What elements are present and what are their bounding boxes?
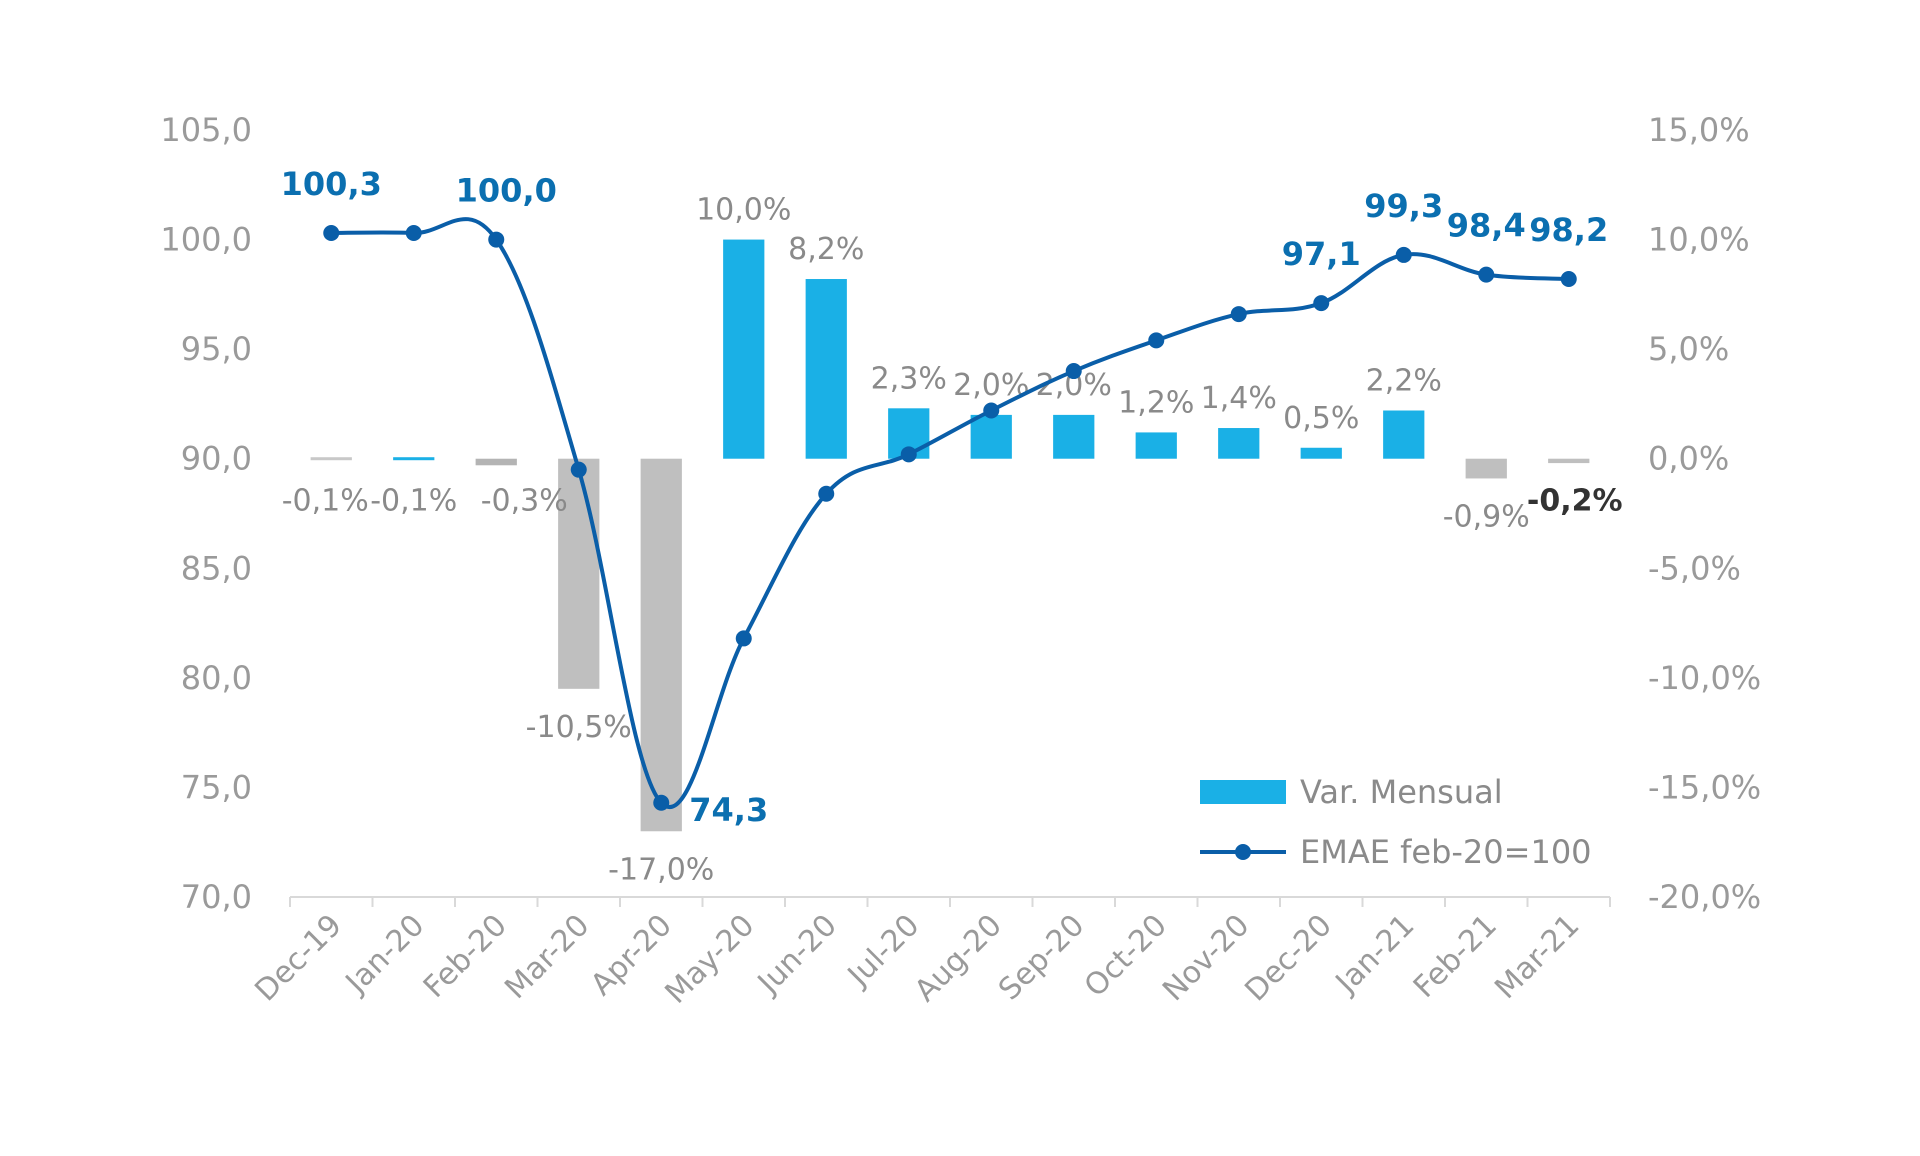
line-data-label: 98,4 bbox=[1447, 207, 1526, 245]
legend-swatch-marker bbox=[1235, 844, 1251, 860]
y-left-tick-label: 75,0 bbox=[181, 768, 252, 806]
bar-data-label: 2,3% bbox=[871, 361, 947, 396]
x-tick-label: Feb-21 bbox=[1407, 908, 1504, 1005]
line-point bbox=[900, 446, 917, 463]
x-tick-label: May-20 bbox=[659, 908, 762, 1011]
bar bbox=[310, 457, 352, 461]
y-right-tick-label: 5,0% bbox=[1648, 330, 1729, 368]
y-left-tick-label: 70,0 bbox=[181, 878, 252, 916]
x-tick-label: Aug-20 bbox=[908, 908, 1009, 1009]
bar-data-label: -0,2% bbox=[1527, 484, 1623, 519]
x-tick-label: Mar-21 bbox=[1488, 908, 1586, 1006]
line-series-emae bbox=[331, 217, 1569, 809]
y-right-tick-label: -20,0% bbox=[1648, 878, 1761, 916]
bar bbox=[1135, 432, 1177, 459]
line-point bbox=[570, 461, 587, 478]
line-point bbox=[1230, 306, 1247, 323]
bar bbox=[640, 458, 682, 832]
y-left-tick-label: 105,0 bbox=[160, 111, 252, 149]
line-point bbox=[1395, 246, 1412, 263]
bar-data-label: 0,5% bbox=[1283, 401, 1359, 436]
bar-data-label: 2,2% bbox=[1366, 364, 1442, 399]
bar bbox=[558, 458, 600, 689]
line-point bbox=[488, 231, 505, 248]
y-left-tick-label: 85,0 bbox=[181, 549, 252, 587]
line-point bbox=[653, 794, 670, 811]
line-point bbox=[735, 630, 752, 647]
bar-data-label: -0,3% bbox=[481, 484, 568, 519]
bar-data-label: 1,2% bbox=[1118, 385, 1194, 420]
y-left-tick-label: 80,0 bbox=[181, 659, 252, 697]
line-point bbox=[1313, 295, 1330, 312]
line-data-label: 97,1 bbox=[1282, 235, 1361, 273]
bar bbox=[723, 239, 765, 459]
y-left-tick-label: 100,0 bbox=[160, 221, 252, 259]
line-point bbox=[1148, 332, 1165, 349]
y-right-tick-label: 0,0% bbox=[1648, 440, 1729, 478]
x-tick-label: Dec-19 bbox=[248, 908, 348, 1008]
line-data-label: 100,0 bbox=[456, 172, 557, 210]
y-right-tick-label: -15,0% bbox=[1648, 768, 1761, 806]
x-tick-label: Jan-21 bbox=[1328, 908, 1422, 1002]
line-point bbox=[818, 485, 835, 502]
x-tick-label: Jun-20 bbox=[750, 908, 844, 1002]
bar-data-label: 8,2% bbox=[788, 232, 864, 267]
x-tick-label: Nov-20 bbox=[1156, 908, 1256, 1008]
bar-data-label: -10,5% bbox=[526, 710, 632, 745]
x-tick-label: Dec-20 bbox=[1238, 908, 1338, 1008]
y-right-tick-label: -10,0% bbox=[1648, 659, 1761, 697]
line-point bbox=[1065, 363, 1082, 380]
line-point bbox=[323, 224, 340, 241]
bar bbox=[970, 414, 1012, 459]
line-data-label: 74,3 bbox=[689, 791, 768, 829]
line-data-label: 99,3 bbox=[1364, 187, 1443, 225]
x-tick-label: Sep-20 bbox=[992, 908, 1091, 1007]
x-tick-label: Jan-20 bbox=[338, 908, 432, 1002]
bar-data-label: 1,4% bbox=[1201, 381, 1277, 416]
legend-swatch-bar bbox=[1200, 780, 1286, 804]
line-point bbox=[1478, 266, 1495, 283]
bar bbox=[805, 279, 847, 459]
y-right-tick-label: -5,0% bbox=[1648, 549, 1741, 587]
bar bbox=[1300, 447, 1342, 459]
bar-data-label: 10,0% bbox=[696, 193, 791, 228]
bar bbox=[1218, 428, 1260, 459]
line-point bbox=[983, 402, 1000, 419]
x-tick-label: Mar-20 bbox=[498, 908, 596, 1006]
bar-data-label: -0,9% bbox=[1443, 500, 1530, 535]
bar-data-label: -0,1% bbox=[282, 484, 369, 519]
bar-data-label: -0,1% bbox=[370, 484, 457, 519]
legend-label-bar: Var. Mensual bbox=[1300, 773, 1503, 811]
legend-label-line: EMAE feb-20=100 bbox=[1300, 833, 1592, 871]
line-point bbox=[405, 224, 422, 241]
bar bbox=[1465, 458, 1507, 479]
y-right-tick-label: 15,0% bbox=[1648, 111, 1750, 149]
y-left-tick-label: 95,0 bbox=[181, 330, 252, 368]
bar bbox=[393, 457, 435, 461]
line-data-label: 100,3 bbox=[281, 165, 382, 203]
bar bbox=[1383, 410, 1425, 459]
line-point bbox=[1560, 271, 1577, 288]
x-tick-label: Feb-20 bbox=[417, 908, 514, 1005]
bar bbox=[1053, 414, 1095, 459]
x-tick-label: Oct-20 bbox=[1078, 908, 1174, 1004]
bar bbox=[1548, 458, 1590, 464]
y-left-tick-label: 90,0 bbox=[181, 440, 252, 478]
y-right-tick-label: 10,0% bbox=[1648, 221, 1750, 259]
bar bbox=[475, 458, 517, 466]
bar-data-label: -17,0% bbox=[608, 852, 714, 887]
line-data-label: 98,2 bbox=[1529, 211, 1608, 249]
